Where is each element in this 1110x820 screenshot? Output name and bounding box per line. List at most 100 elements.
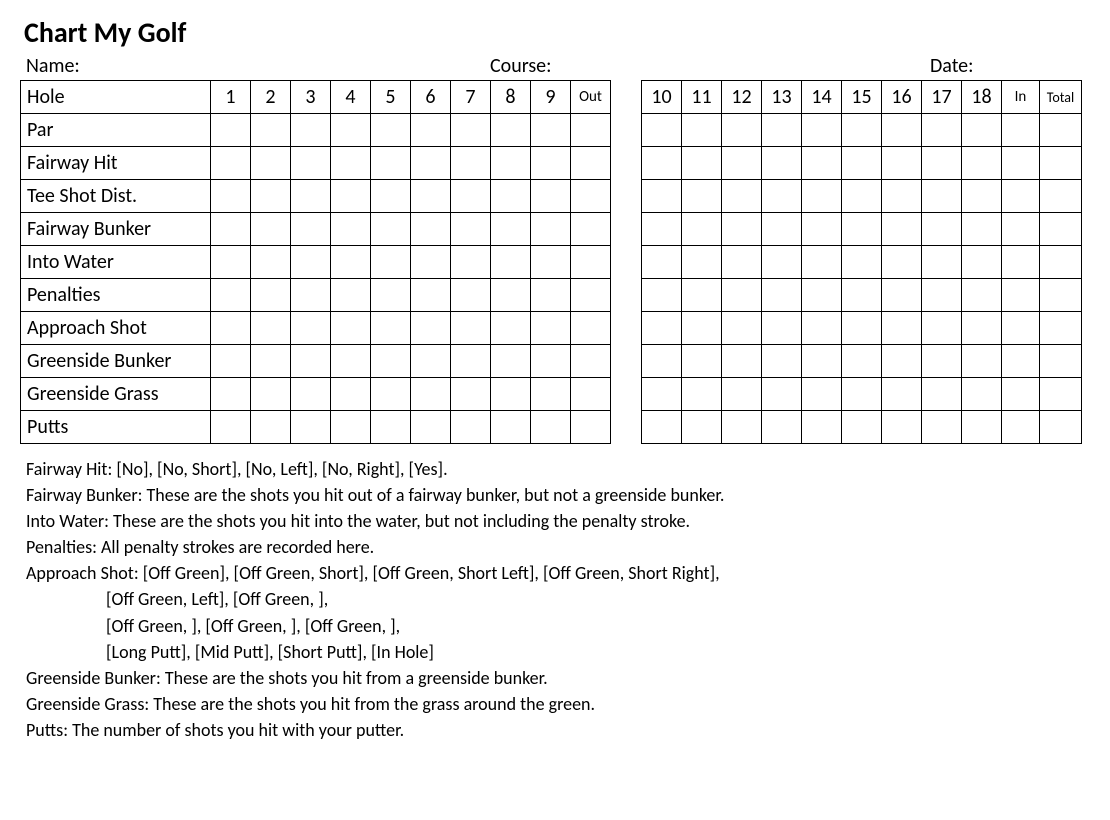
cell [802, 378, 842, 411]
total-cell [1040, 378, 1082, 411]
table-row: Greenside Bunker [21, 345, 611, 378]
out-cell: Out [571, 81, 611, 114]
cell [842, 312, 882, 345]
table-row [642, 180, 1082, 213]
table-row [642, 147, 1082, 180]
cell [922, 312, 962, 345]
note-line: Putts: The number of shots you hit with … [26, 717, 1090, 743]
cell: 5 [371, 81, 411, 114]
out-cell [571, 312, 611, 345]
cell [251, 378, 291, 411]
cell [411, 147, 451, 180]
in-cell [1002, 147, 1040, 180]
cell [491, 312, 531, 345]
cell: 14 [802, 81, 842, 114]
cell [531, 378, 571, 411]
cell [882, 312, 922, 345]
table-row: Par [21, 114, 611, 147]
cell [642, 180, 682, 213]
in-cell [1002, 114, 1040, 147]
cell [722, 180, 762, 213]
cell [211, 345, 251, 378]
cell [922, 180, 962, 213]
cell [922, 279, 962, 312]
in-cell [1002, 411, 1040, 444]
cell [642, 246, 682, 279]
row-label: Par [21, 114, 211, 147]
note-line: Fairway Hit: [No], [No, Short], [No, Lef… [26, 456, 1090, 482]
row-label: Into Water [21, 246, 211, 279]
cell [251, 312, 291, 345]
cell [371, 312, 411, 345]
cell [882, 378, 922, 411]
table-row: Putts [21, 411, 611, 444]
out-cell [571, 411, 611, 444]
cell: 17 [922, 81, 962, 114]
cell [451, 114, 491, 147]
cell [531, 213, 571, 246]
cell [682, 180, 722, 213]
cell [762, 279, 802, 312]
in-cell [1002, 213, 1040, 246]
in-cell [1002, 279, 1040, 312]
cell [762, 312, 802, 345]
cell [291, 213, 331, 246]
total-cell [1040, 345, 1082, 378]
cell: 2 [251, 81, 291, 114]
row-label: Tee Shot Dist. [21, 180, 211, 213]
cell [531, 246, 571, 279]
cell [211, 246, 251, 279]
cell [682, 279, 722, 312]
cell [451, 411, 491, 444]
cell [451, 345, 491, 378]
cell: 10 [642, 81, 682, 114]
cell: 3 [291, 81, 331, 114]
cell: 16 [882, 81, 922, 114]
out-cell [571, 213, 611, 246]
cell [802, 312, 842, 345]
back-nine-table: 101112131415161718InTotal [641, 80, 1082, 444]
table-row: Hole123456789Out [21, 81, 611, 114]
cell [882, 147, 922, 180]
cell [451, 147, 491, 180]
cell [531, 180, 571, 213]
cell [491, 213, 531, 246]
cell [842, 147, 882, 180]
cell [722, 279, 762, 312]
cell [762, 180, 802, 213]
out-cell [571, 279, 611, 312]
cell [211, 114, 251, 147]
cell [331, 114, 371, 147]
cell [762, 147, 802, 180]
cell [411, 279, 451, 312]
cell [802, 147, 842, 180]
cell [291, 180, 331, 213]
cell: 9 [531, 81, 571, 114]
cell [331, 411, 371, 444]
cell [291, 114, 331, 147]
cell: 15 [842, 81, 882, 114]
in-cell [1002, 246, 1040, 279]
table-row: Tee Shot Dist. [21, 180, 611, 213]
cell [842, 378, 882, 411]
cell [211, 213, 251, 246]
note-line: Approach Shot: [Off Green], [Off Green, … [26, 560, 1090, 586]
note-line: Penalties: All penalty strokes are recor… [26, 534, 1090, 560]
cell: 6 [411, 81, 451, 114]
table-row [642, 213, 1082, 246]
cell [922, 411, 962, 444]
row-label: Approach Shot [21, 312, 211, 345]
total-cell [1040, 114, 1082, 147]
cell [802, 180, 842, 213]
total-cell [1040, 279, 1082, 312]
table-row: 101112131415161718InTotal [642, 81, 1082, 114]
cell [842, 411, 882, 444]
scorecard-tables: Hole123456789OutParFairway HitTee Shot D… [20, 80, 1090, 444]
cell [842, 180, 882, 213]
cell [411, 246, 451, 279]
cell [722, 147, 762, 180]
row-label: Fairway Bunker [21, 213, 211, 246]
cell [411, 114, 451, 147]
cell [962, 279, 1002, 312]
out-cell [571, 180, 611, 213]
